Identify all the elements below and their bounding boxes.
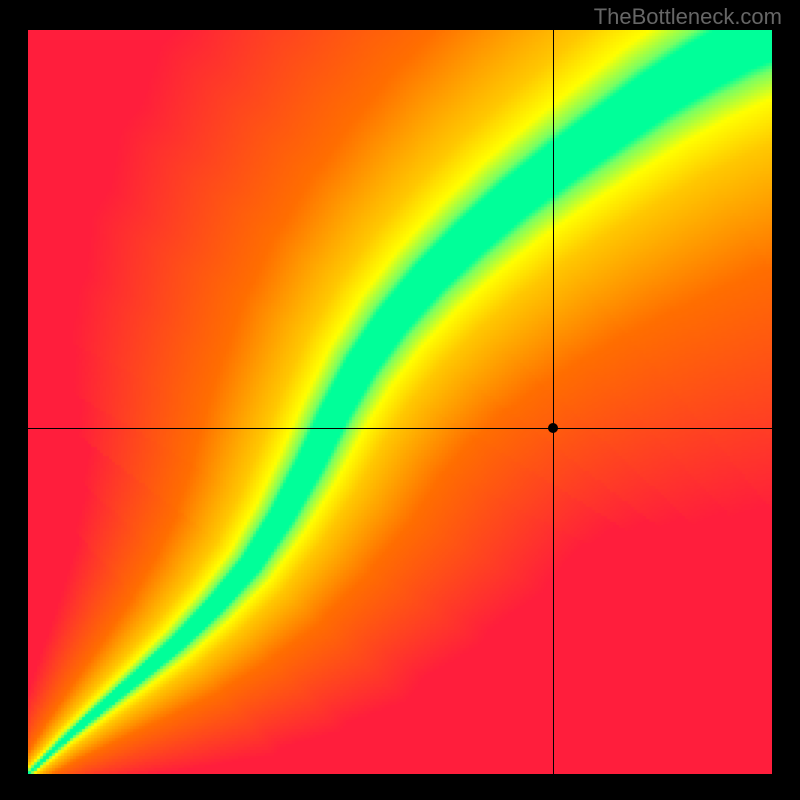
plot-area (28, 30, 772, 774)
heatmap-canvas (28, 30, 772, 774)
crosshair-horizontal (28, 428, 772, 429)
chart-container: TheBottleneck.com (0, 0, 800, 800)
watermark-text: TheBottleneck.com (594, 4, 782, 30)
crosshair-vertical (553, 30, 554, 774)
marker-dot (548, 423, 558, 433)
